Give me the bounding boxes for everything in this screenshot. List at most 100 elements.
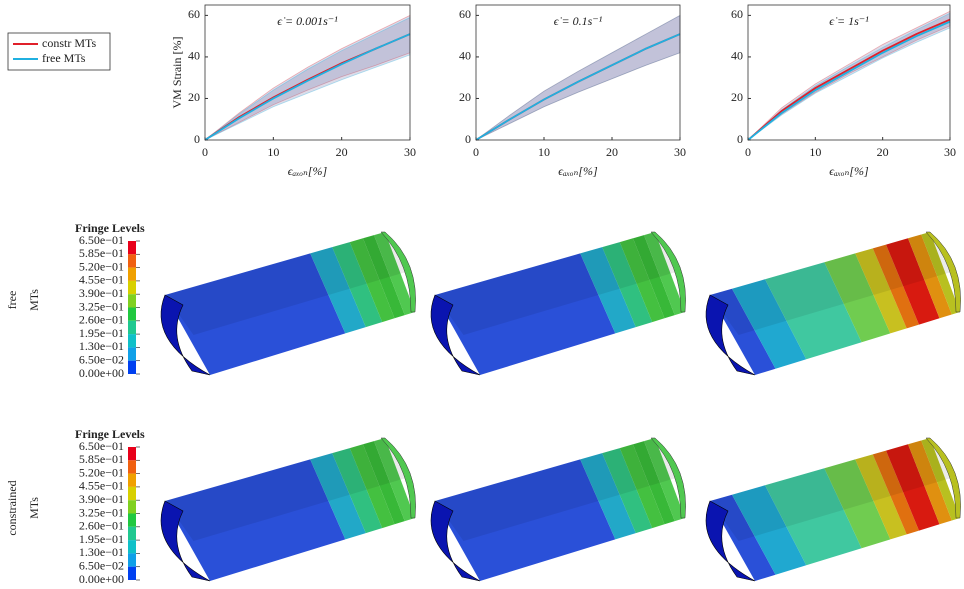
x-tick-label: 0 [202,145,208,159]
render-segment [633,441,675,525]
render-segment [363,235,405,319]
render-segment [908,234,952,319]
y-tick-label: 40 [459,49,471,63]
colorbar-label: 0.00e+00 [79,572,124,586]
render-segment [633,235,675,319]
render-segment [824,253,891,343]
colorbar-label: 3.25e−01 [79,505,124,519]
render-segment [349,238,395,323]
x-tick-label: 30 [404,145,416,159]
render-shade [710,438,951,541]
chart-title: ϵ̇ = 1s⁻¹ [829,14,869,28]
colorbar-label: 6.50e−02 [79,352,124,366]
y-tick-label: 20 [731,90,743,104]
x-tick-label: 10 [267,145,279,159]
y-tick-label: 40 [188,49,200,63]
y-tick-label: 20 [459,90,471,104]
x-tick-label: 0 [745,145,751,159]
render-segment [908,440,952,525]
row-label: constrained MTs [5,480,41,535]
series-line [475,33,681,141]
render-segment [710,288,776,375]
x-tick-label: 10 [538,145,550,159]
render-segment [310,453,366,540]
colorbar-label: 5.85e−01 [79,452,124,466]
x-tick-label: 20 [336,145,348,159]
colorbar-cell [128,540,136,554]
colorbar-cell [128,360,136,374]
render-shade [165,438,406,541]
colorbar-label: 4.55e−01 [79,479,124,493]
render-segment [644,438,685,522]
render-end [925,231,961,313]
render-segment [374,438,415,522]
colorbar-label: 1.30e−01 [79,545,124,559]
render-segment [872,244,919,329]
colorbar-label: 3.90e−01 [79,286,124,300]
render-segment [332,448,383,534]
render-end [650,231,686,313]
render-segment [765,262,862,360]
render-segment [921,232,960,315]
row-label-line: MTs [27,289,41,311]
render-segment [644,232,685,316]
render-segment [435,459,616,581]
render-cap [160,294,211,376]
render-segment [602,448,653,534]
render-segment [732,485,807,575]
render-segment [886,444,940,531]
row-label-line: constrained [5,480,19,535]
colorbar-cell [128,500,136,514]
render-shade [165,232,406,335]
colorbar-cell [128,347,136,361]
x-tick-label: 20 [606,145,618,159]
x-tick-label: 0 [473,145,479,159]
plot-frame [475,4,681,141]
render-segment [855,454,907,540]
series-line [747,20,951,141]
plot-area [476,5,680,140]
plot-frame [747,4,951,141]
colorbar-label: 5.85e−01 [79,246,124,260]
x-axis-label: ϵₐₓₒₙ[%] [829,164,869,178]
colorbar-cell [128,254,136,268]
colorbar-label: 6.50e−01 [79,233,124,247]
y-tick-label: 20 [188,90,200,104]
render-segment [710,494,776,581]
colorbar-label: 1.95e−01 [79,532,124,546]
legend-box [7,32,111,71]
colorbar-cell [128,460,136,474]
render-cap [430,500,481,582]
render-cap [160,500,211,582]
x-tick-label: 30 [944,145,956,159]
render-segment [765,468,862,566]
render-segment [349,444,395,529]
render-shade [435,438,676,541]
colorbar-label: 2.60e−01 [79,519,124,533]
colorbar-label: 3.90e−01 [79,492,124,506]
legend-label: free MTs [42,51,86,65]
colorbar-cell [128,526,136,541]
render-segment [374,232,415,316]
series-line [204,33,411,141]
colorbar-label: 5.20e−01 [79,465,124,479]
colorbar-label: 6.50e−02 [79,558,124,572]
y-tick-label: 0 [737,132,743,146]
colorbar-label: 4.55e−01 [79,273,124,287]
render-segment [619,444,665,529]
render-end [380,437,416,519]
render-segment [602,242,653,328]
colorbar-label: 2.60e−01 [79,313,124,327]
colorbar-title: Fringe Levels [75,427,145,441]
row-label: free MTs [5,289,41,311]
x-tick-label: 10 [809,145,821,159]
y-tick-label: 60 [459,7,471,21]
render-segment [824,459,891,549]
y-axis-label: VM Strain [%] [170,37,184,109]
render-segment [872,450,919,535]
y-tick-label: 40 [731,49,743,63]
colorbar-cell [128,267,136,281]
row-label-line: MTs [27,497,41,519]
render-segment [332,242,383,328]
